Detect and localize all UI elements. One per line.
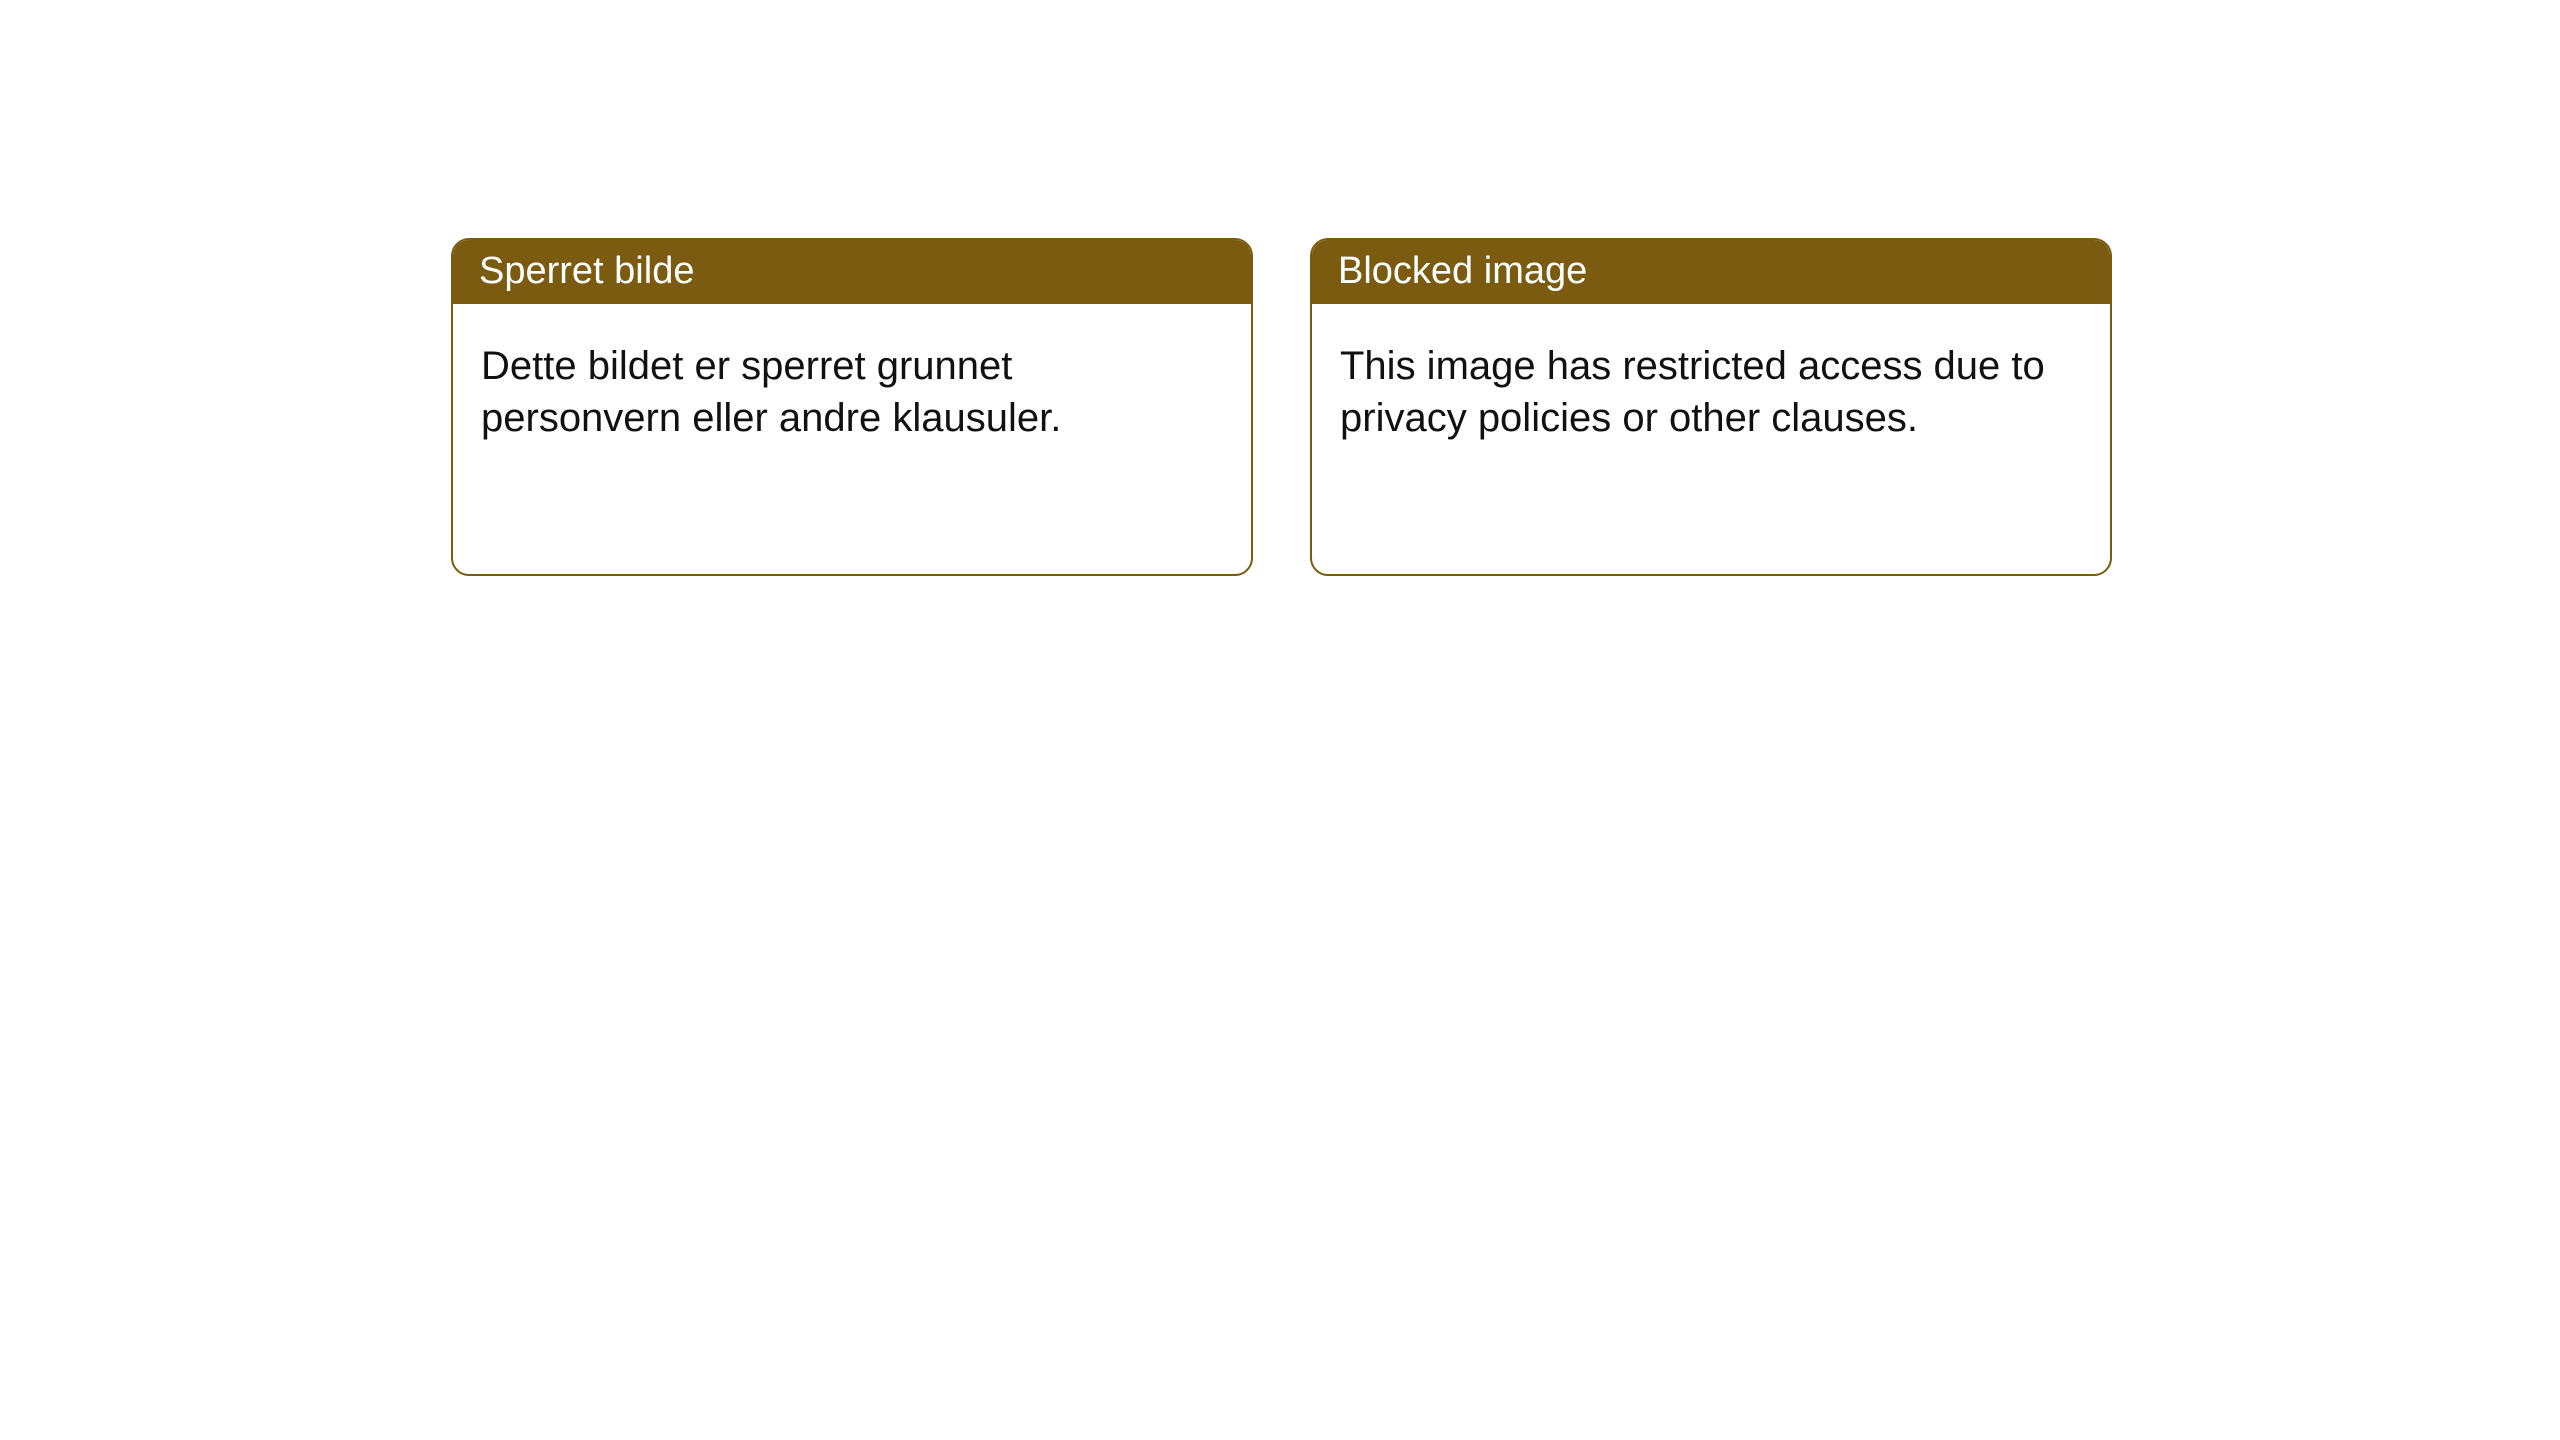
blocked-card-en: Blocked image This image has restricted … xyxy=(1310,238,2112,576)
blocked-card-no: Sperret bilde Dette bildet er sperret gr… xyxy=(451,238,1253,576)
page-stage: Sperret bilde Dette bildet er sperret gr… xyxy=(0,0,2560,1440)
card-header: Blocked image xyxy=(1312,240,2110,304)
card-header: Sperret bilde xyxy=(453,240,1251,304)
card-body: Dette bildet er sperret grunnet personve… xyxy=(453,304,1251,574)
card-title: Sperret bilde xyxy=(479,250,694,292)
card-body: This image has restricted access due to … xyxy=(1312,304,2110,574)
card-message: This image has restricted access due to … xyxy=(1340,340,2082,444)
card-title: Blocked image xyxy=(1338,250,1587,292)
cards-row: Sperret bilde Dette bildet er sperret gr… xyxy=(451,238,2112,576)
card-message: Dette bildet er sperret grunnet personve… xyxy=(481,340,1223,444)
